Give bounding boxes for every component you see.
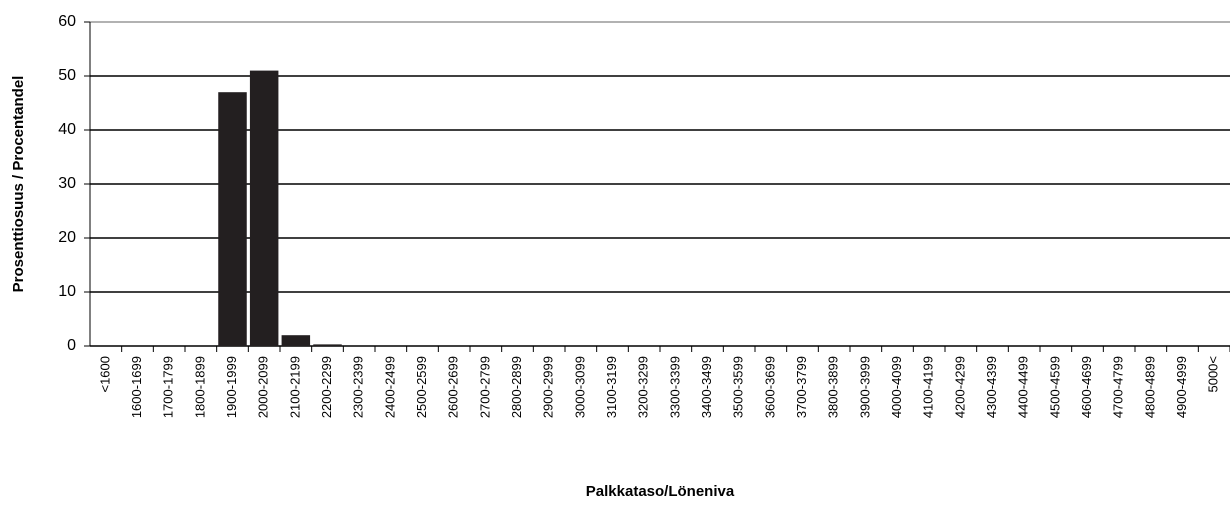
y-tick-label: 20 — [58, 229, 76, 246]
y-tick-label: 10 — [58, 283, 76, 300]
x-tick-label: 4600-4699 — [1079, 356, 1094, 418]
x-tick-label: 3000-3099 — [572, 356, 587, 418]
x-tick-label: 4900-4999 — [1174, 356, 1189, 418]
y-tick-label: 30 — [58, 175, 76, 192]
x-tick-label: 4800-4899 — [1142, 356, 1157, 418]
x-tick-label: 3300-3399 — [667, 356, 682, 418]
bar — [281, 335, 311, 346]
x-tick-label: 2900-2999 — [541, 356, 556, 418]
x-tick-label: 3800-3899 — [826, 356, 841, 418]
y-axis-title: Prosenttiosuus / Procentandel — [10, 76, 27, 293]
x-tick-label: 4100-4199 — [921, 356, 936, 418]
x-tick-label: 2200-2299 — [319, 356, 334, 418]
x-tick-label: 2700-2799 — [477, 356, 492, 418]
x-tick-label: 2000-2099 — [256, 356, 271, 418]
x-tick-label: 5000< — [1206, 356, 1221, 393]
y-tick-label: 60 — [58, 13, 76, 30]
x-tick-label: 2500-2599 — [414, 356, 429, 418]
x-tick-label: 3200-3299 — [636, 356, 651, 418]
x-tick-label: 4200-4299 — [952, 356, 967, 418]
x-tick-label: 1700-1799 — [161, 356, 176, 418]
x-tick-label: 2400-2499 — [382, 356, 397, 418]
x-tick-label: 4300-4399 — [984, 356, 999, 418]
x-tick-label: 4400-4499 — [1016, 356, 1031, 418]
bar — [249, 70, 279, 346]
x-tick-label: 4500-4599 — [1047, 356, 1062, 418]
x-tick-label: 3100-3199 — [604, 356, 619, 418]
x-tick-label: 3900-3999 — [857, 356, 872, 418]
x-tick-label: 2100-2199 — [287, 356, 302, 418]
x-tick-label: 1800-1899 — [192, 356, 207, 418]
x-tick-label: 3600-3699 — [762, 356, 777, 418]
x-tick-label: 3400-3499 — [699, 356, 714, 418]
x-tick-label: 4000-4099 — [889, 356, 904, 418]
bar — [218, 92, 247, 346]
bar — [313, 344, 342, 346]
x-axis-title: Palkkataso/Löneniva — [586, 483, 735, 500]
x-tick-label: 1900-1999 — [224, 356, 239, 418]
x-tick-label: 2300-2399 — [351, 356, 366, 418]
x-tick-label: 3500-3599 — [731, 356, 746, 418]
x-tick-label: 2800-2899 — [509, 356, 524, 418]
x-tick-label: 3700-3799 — [794, 356, 809, 418]
y-tick-label: 0 — [67, 337, 76, 354]
x-tick-label: 4700-4799 — [1111, 356, 1126, 418]
y-tick-label: 40 — [58, 121, 76, 138]
x-tick-label: 2600-2699 — [446, 356, 461, 418]
x-tick-label: <1600 — [97, 356, 112, 393]
y-tick-label: 50 — [58, 67, 76, 84]
x-tick-label: 1600-1699 — [129, 356, 144, 418]
